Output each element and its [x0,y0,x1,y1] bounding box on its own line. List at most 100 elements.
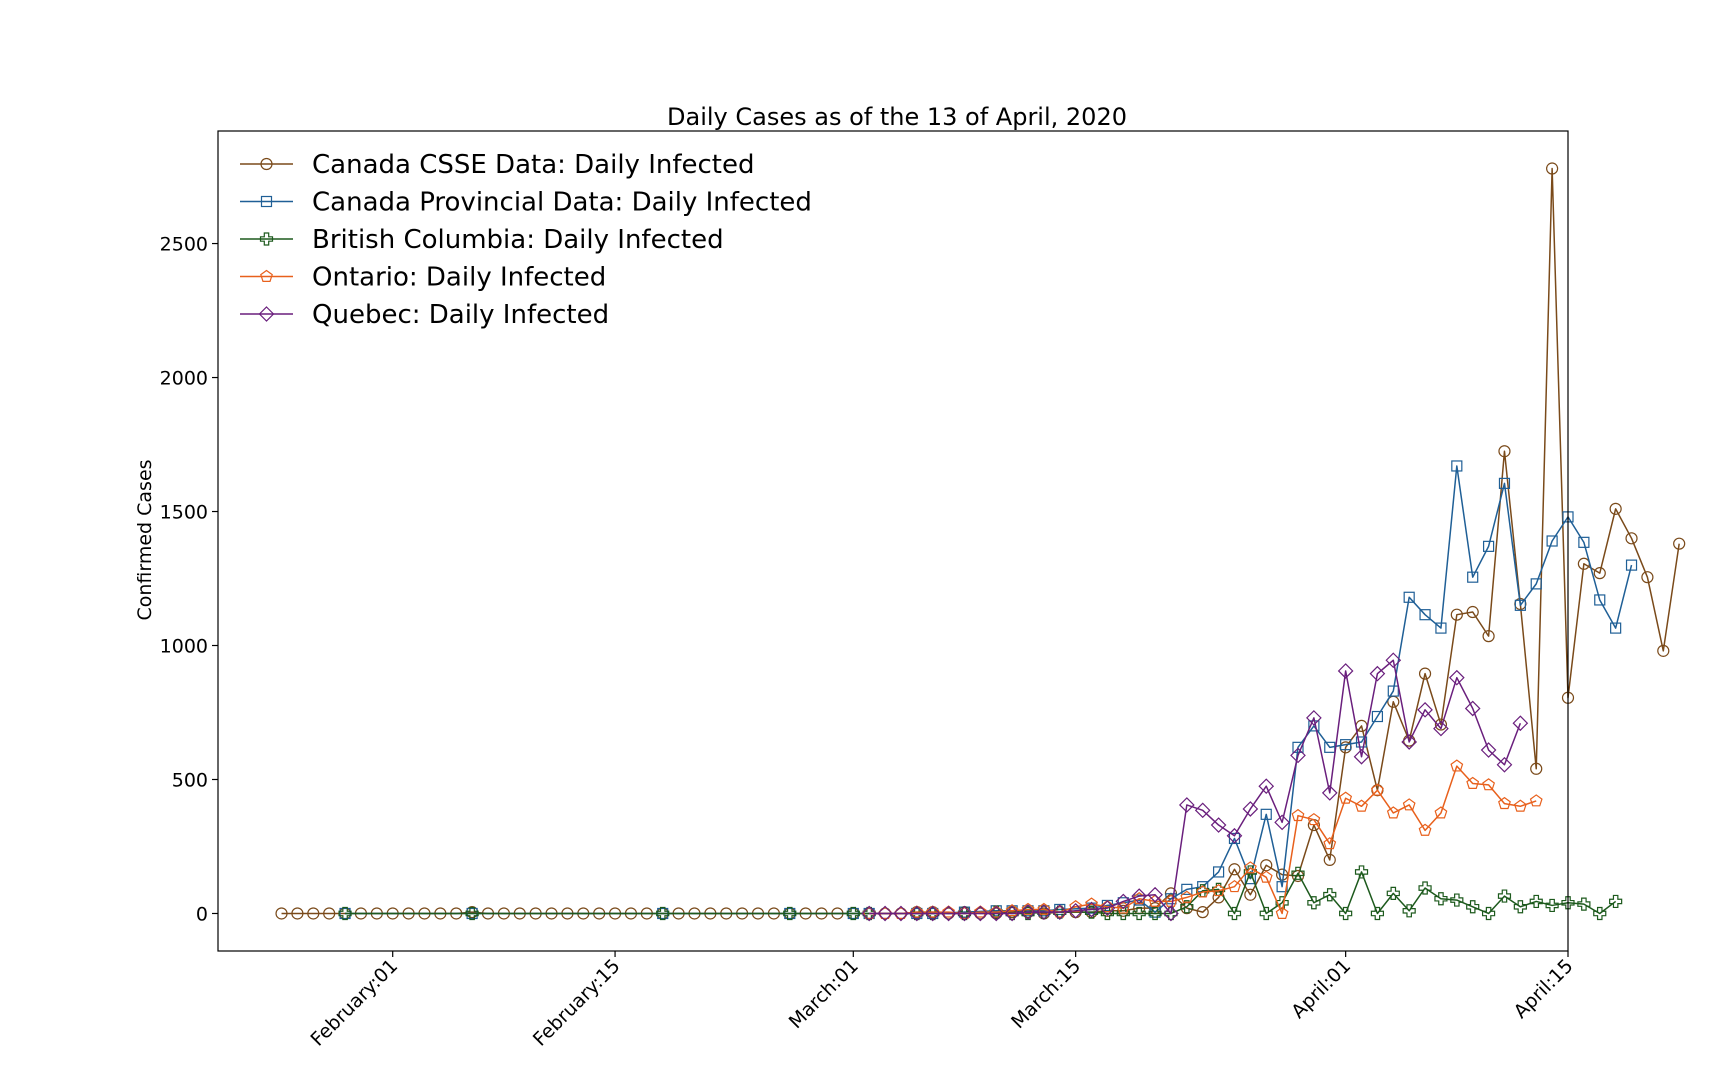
x-tick-label: April:15 [1510,955,1578,1023]
data-point [1181,883,1193,895]
data-point [1228,863,1241,876]
data-point [1337,663,1354,679]
data-point [1546,535,1558,547]
data-point [1625,559,1638,571]
data-point [846,906,860,921]
data-point [1466,776,1480,789]
data-point [1083,901,1100,918]
data-point [1657,644,1670,657]
data-point [1307,896,1321,910]
x-tick-label: February:01 [307,955,403,1051]
data-point [1370,906,1385,921]
data-point [1512,715,1529,732]
data-point [1290,747,1306,764]
data-point [1498,477,1511,489]
data-point [1148,894,1162,907]
legend-marker [260,195,273,208]
data-point [1673,537,1686,550]
data-point [307,907,320,920]
y-tick-label: 500 [172,769,208,791]
legend-item: Canada CSSE Data: Daily Infected [240,150,755,180]
series-line [345,465,1633,915]
data-point [1163,905,1179,922]
data-point [1434,718,1448,731]
data-point [291,907,304,920]
data-point [988,905,1005,922]
data-point [1323,888,1337,902]
data-point [1339,906,1353,921]
data-point [940,905,957,922]
data-point [1132,906,1146,921]
data-point [1434,892,1448,906]
data-point [1387,685,1399,697]
data-point [989,905,1003,918]
y-tick-label: 1500 [160,502,208,524]
legend-marker [259,232,274,246]
data-point [1369,665,1386,682]
data-point [1227,906,1242,921]
data-point [1116,906,1130,921]
data-point [1196,885,1210,898]
y-tick-label: 2000 [160,368,208,390]
data-point [1450,893,1464,907]
data-point [1545,898,1559,913]
data-point [1371,710,1384,723]
data-point [1242,801,1259,817]
data-point [1226,827,1243,844]
data-point [1321,785,1338,801]
data-point [1212,866,1225,878]
data-point [1306,710,1322,726]
data-point [1274,814,1290,831]
data-point [656,906,670,921]
data-point [1482,630,1495,643]
chart-title: Daily Cases as of the 13 of April, 2020 [667,103,1127,131]
data-point [1610,622,1622,634]
data-point [1371,783,1384,796]
data-point [275,907,288,920]
data-point [956,905,973,922]
y-tick-label: 2500 [160,234,208,256]
legend-item: Quebec: Daily Infected [240,300,609,330]
series-3 [862,759,1543,919]
data-point [1243,861,1257,874]
data-point [1324,741,1336,753]
data-point [973,905,987,918]
data-point [1021,902,1035,915]
data-point [1529,794,1543,807]
data-point [1482,540,1495,552]
data-point [1418,881,1432,895]
data-point [1419,609,1431,621]
data-point [1513,900,1527,914]
data-point [942,905,955,918]
data-point [1275,906,1289,919]
legend-item: Ontario: Daily Infected [240,263,606,293]
legend-item: Canada Provincial Data: Daily Infected [240,188,812,218]
data-point [1020,904,1036,920]
data-point [1244,888,1257,901]
data-point [1593,906,1607,921]
data-point [1051,904,1068,920]
data-point [1464,700,1481,717]
series-line [869,765,1537,915]
data-point [1402,798,1416,811]
data-point [1340,739,1352,751]
data-point [1403,591,1415,603]
data-point [1323,837,1337,850]
data-point [1594,594,1606,606]
data-point [1036,904,1052,920]
data-point [1115,893,1132,910]
legend-marker [258,306,275,322]
data-point [1210,817,1227,833]
data-point [1481,906,1496,921]
data-point [893,905,909,922]
data-point [1480,742,1497,758]
data-point [1467,571,1479,583]
data-point [1164,906,1178,921]
data-point [1466,605,1479,619]
data-point [1178,797,1195,813]
data-point [1561,896,1575,910]
data-point [1259,906,1273,921]
data-point [1401,734,1418,750]
data-point [1496,756,1513,773]
data-point [924,905,941,922]
